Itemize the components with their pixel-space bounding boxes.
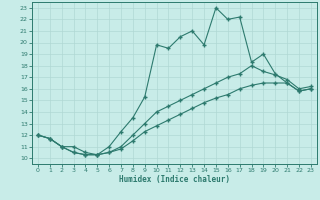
X-axis label: Humidex (Indice chaleur): Humidex (Indice chaleur) (119, 175, 230, 184)
